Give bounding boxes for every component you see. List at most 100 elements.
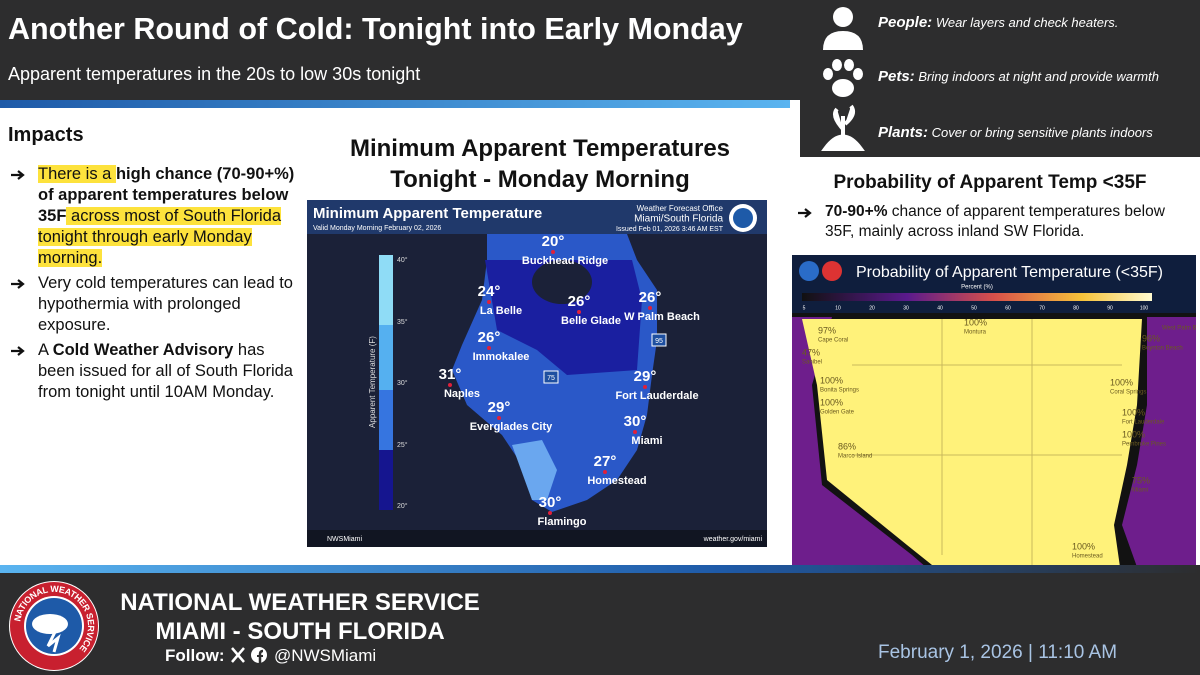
city-name: W Palm Beach xyxy=(624,311,700,323)
tip-label: Pets: xyxy=(878,68,915,85)
point-value: 100% xyxy=(1122,429,1145,439)
bullet-arrow xyxy=(11,170,25,180)
city-dot xyxy=(603,470,607,474)
bullet: Very cold temperatures can lead to hypot… xyxy=(8,273,298,336)
tips-panel xyxy=(800,0,1200,157)
bullet-text: A xyxy=(38,341,53,359)
bullet-text: Cold Weather Advisory xyxy=(52,341,234,359)
bullet-arrow xyxy=(11,346,25,356)
subtitle: Apparent temperatures in the 20s to low … xyxy=(8,64,421,84)
nws-logo: NATIONAL WEATHER SERVICE xyxy=(9,581,99,671)
city-name: Belle Glade xyxy=(561,315,621,327)
follow-line: Follow: @NWSMiami xyxy=(165,646,376,666)
city-temp: 24° xyxy=(478,283,501,300)
tip: Plants: Cover or bring sensitive plants … xyxy=(878,124,1153,141)
impacts-heading: Impacts xyxy=(8,124,84,146)
city-dot xyxy=(633,430,637,434)
arrow-shape xyxy=(11,346,25,356)
city-name: Fort Lauderdale xyxy=(615,390,698,402)
bullet-arrow xyxy=(798,208,812,218)
footer-line: MIAMI - SOUTH FLORIDA xyxy=(155,618,445,645)
city-dot xyxy=(448,383,452,387)
scale-label: Percent (%) xyxy=(961,285,993,291)
point-value: 100% xyxy=(820,397,843,407)
follow-label: Follow: xyxy=(165,646,225,665)
bullet-text: has been issued for all of South Florida… xyxy=(38,341,293,401)
point-value: 100% xyxy=(1122,407,1145,417)
city-temp: 26° xyxy=(639,289,662,306)
scale-tick: 10 xyxy=(835,305,841,311)
point-name: West Palm Beach xyxy=(1162,326,1196,332)
point-name: Sanibel xyxy=(802,360,822,366)
scale-tick: 40 xyxy=(937,305,943,311)
city-dot xyxy=(577,310,581,314)
scale-tick: 70 xyxy=(1039,305,1045,311)
probability-map: Probability of Apparent Temperature (<35… xyxy=(792,255,1196,581)
city-temp: 29° xyxy=(488,399,511,416)
point-value: 86% xyxy=(838,441,856,451)
scale-tick: 50 xyxy=(971,305,977,311)
bullet-text: Very cold temperatures can lead to hypot… xyxy=(38,274,293,334)
city-temp: 31° xyxy=(439,366,462,383)
legend-tick: 20° xyxy=(397,502,408,510)
scale-tick: 5 xyxy=(803,305,806,311)
arrow-shape xyxy=(11,279,25,289)
city-name: Immokalee xyxy=(473,351,530,363)
temperature-map: Minimum Apparent Temperature Valid Monday… xyxy=(307,200,767,547)
tip-text: Wear layers and check heaters. xyxy=(935,15,1119,30)
city-dot xyxy=(648,306,652,310)
scale-tick: 20 xyxy=(869,305,875,311)
bullet-text: 70-90+% xyxy=(825,203,888,220)
tip-text: Bring indoors at night and provide warmt… xyxy=(918,69,1159,84)
scale-tick: 80 xyxy=(1073,305,1079,311)
city-name: Homestead xyxy=(587,475,646,487)
footer-line: NATIONAL WEATHER SERVICE xyxy=(120,589,480,616)
city-dot xyxy=(487,346,491,350)
map-title: Probability of Apparent Temperature (<35… xyxy=(856,264,1163,281)
bullet-arrow xyxy=(11,279,25,289)
right-bullet: 70-90+% chance of apparent temperatures … xyxy=(795,202,1175,246)
right-title: Probability of Apparent Temp <35F xyxy=(833,172,1147,193)
legend-tick: 30° xyxy=(397,379,408,387)
bullet: There is a high chance (70-90+%) of appa… xyxy=(8,164,298,269)
point-name: Pembroke Pines xyxy=(1122,442,1166,448)
tip-text: Cover or bring sensitive plants indoors xyxy=(931,125,1153,140)
city-dot xyxy=(643,385,647,389)
scale-tick: 90 xyxy=(1107,305,1113,311)
map-title: Minimum Apparent Temperature xyxy=(313,205,542,222)
city-dot xyxy=(551,250,555,254)
point-value: 96% xyxy=(1142,333,1160,343)
tip: Pets: Bring indoors at night and provide… xyxy=(878,68,1159,85)
highway-shield xyxy=(651,333,667,347)
point-name: Miami xyxy=(1132,488,1148,494)
city-temp: 29° xyxy=(634,368,657,385)
point-value: 100% xyxy=(964,317,987,327)
city-dot xyxy=(548,511,552,515)
point-name: Golden Gate xyxy=(820,410,855,416)
point-name: Coral Springs xyxy=(1110,390,1146,396)
header-stripe xyxy=(0,100,790,108)
point-name: Homestead xyxy=(1072,554,1103,560)
point-value: 47% xyxy=(802,347,820,357)
tip-label: Plants: xyxy=(878,124,929,141)
point-value: 97% xyxy=(818,325,836,335)
tip-icons xyxy=(821,7,865,151)
city-temp: 26° xyxy=(568,293,591,310)
scale-tick: 100 xyxy=(1140,305,1149,311)
highway-label: 95 xyxy=(655,338,663,345)
point-value: 100% xyxy=(1110,377,1133,387)
point-value: 100% xyxy=(1072,541,1095,551)
city-dot xyxy=(487,300,491,304)
city-name: Flamingo xyxy=(538,516,587,528)
city-temp: 27° xyxy=(594,453,617,470)
point-name: Fort Lauderdale xyxy=(1122,420,1165,426)
impacts-list: There is a high chance (70-90+%) of appa… xyxy=(8,164,298,407)
point-name: Cape Coral xyxy=(818,338,848,344)
city-name: Naples xyxy=(444,388,480,400)
social-icons xyxy=(231,647,268,663)
legend-tick: 40° xyxy=(397,256,408,264)
footer-bar xyxy=(0,565,1200,675)
tip: People: Wear layers and check heaters. xyxy=(878,14,1118,31)
point-name: Marco Island xyxy=(838,454,872,460)
map-valid: Valid Monday Morning February 02, 2026 xyxy=(313,225,441,232)
